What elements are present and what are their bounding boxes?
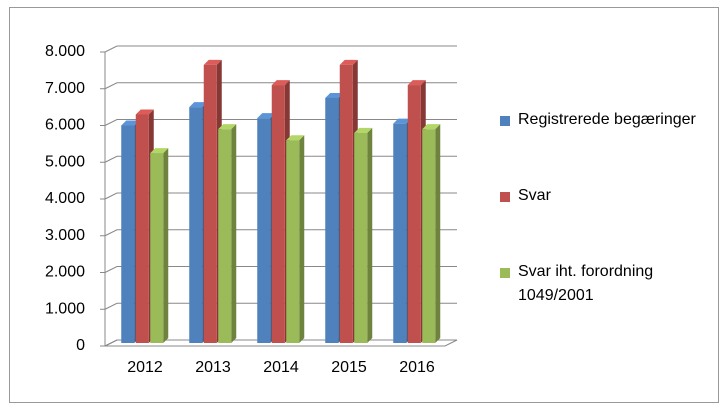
bar-face [189, 102, 208, 108]
bar [354, 127, 373, 343]
bar-face [135, 114, 149, 343]
bar-face [231, 124, 237, 343]
legend-swatch [500, 268, 510, 278]
bar-face [189, 107, 203, 343]
legend-swatch [500, 192, 510, 202]
y-tick-label: 7.000 [45, 80, 85, 97]
legend-swatch [500, 116, 510, 126]
bar [286, 135, 305, 343]
legend-label: Registrerede begæringer [518, 111, 696, 128]
bar-face [203, 64, 217, 344]
bar-face [339, 64, 353, 344]
bar-face [393, 123, 407, 343]
bar-face [257, 113, 276, 119]
bar-face [407, 80, 426, 86]
bar-face [271, 85, 285, 343]
bar-face [163, 148, 169, 343]
bar-face [218, 129, 232, 343]
y-tick-label: 6.000 [45, 117, 85, 134]
bar-face [339, 59, 358, 65]
x-tick-label: 2012 [127, 359, 163, 376]
y-tick-label: 2.000 [45, 264, 85, 281]
x-tick-label: 2016 [399, 359, 435, 376]
bar-face [150, 153, 164, 343]
bar-face [286, 135, 305, 141]
y-tick-label: 4.000 [45, 190, 85, 207]
grid-line [104, 45, 457, 53]
bar-face [367, 127, 373, 343]
bar-face [435, 124, 441, 343]
bar-face [325, 92, 344, 98]
bar [150, 148, 169, 343]
x-tick-label: 2014 [263, 359, 299, 376]
bar-face [218, 124, 237, 130]
y-tick-label: 3.000 [45, 227, 85, 244]
legend-item: Svar [500, 184, 720, 260]
bar-face [299, 135, 305, 343]
bar-face [325, 97, 339, 343]
bar-face [121, 125, 135, 343]
bar [218, 124, 237, 343]
bar-face [407, 85, 421, 343]
legend-item: Svar iht. forordning 1049/2001 [500, 260, 720, 336]
bar [422, 124, 441, 343]
bar-face [271, 80, 290, 86]
bar-face [121, 120, 140, 126]
bar-face [393, 118, 412, 124]
bar-face [203, 59, 222, 65]
legend-label: Svar [518, 187, 551, 204]
legend-item: Registrerede begæringer [500, 108, 720, 184]
bar-face [354, 132, 368, 343]
bar-face [354, 127, 373, 133]
y-tick-label: 8.000 [45, 43, 85, 60]
bar-face [422, 124, 441, 130]
bar-face [257, 118, 271, 344]
bar-face [286, 140, 300, 343]
y-tick-label: 0 [76, 337, 85, 354]
x-tick-label: 2015 [331, 359, 367, 376]
y-tick-label: 1.000 [45, 300, 85, 317]
x-tick-label: 2013 [195, 359, 231, 376]
bar-face [422, 129, 436, 343]
bar-face [150, 148, 169, 154]
bar-face [135, 109, 154, 115]
y-tick-label: 5.000 [45, 153, 85, 170]
chart-border [9, 7, 719, 403]
legend: Registrerede begæringer Svar Svar iht. for… [500, 108, 720, 336]
legend-label: Svar iht. forordning 1049/2001 [518, 263, 654, 304]
